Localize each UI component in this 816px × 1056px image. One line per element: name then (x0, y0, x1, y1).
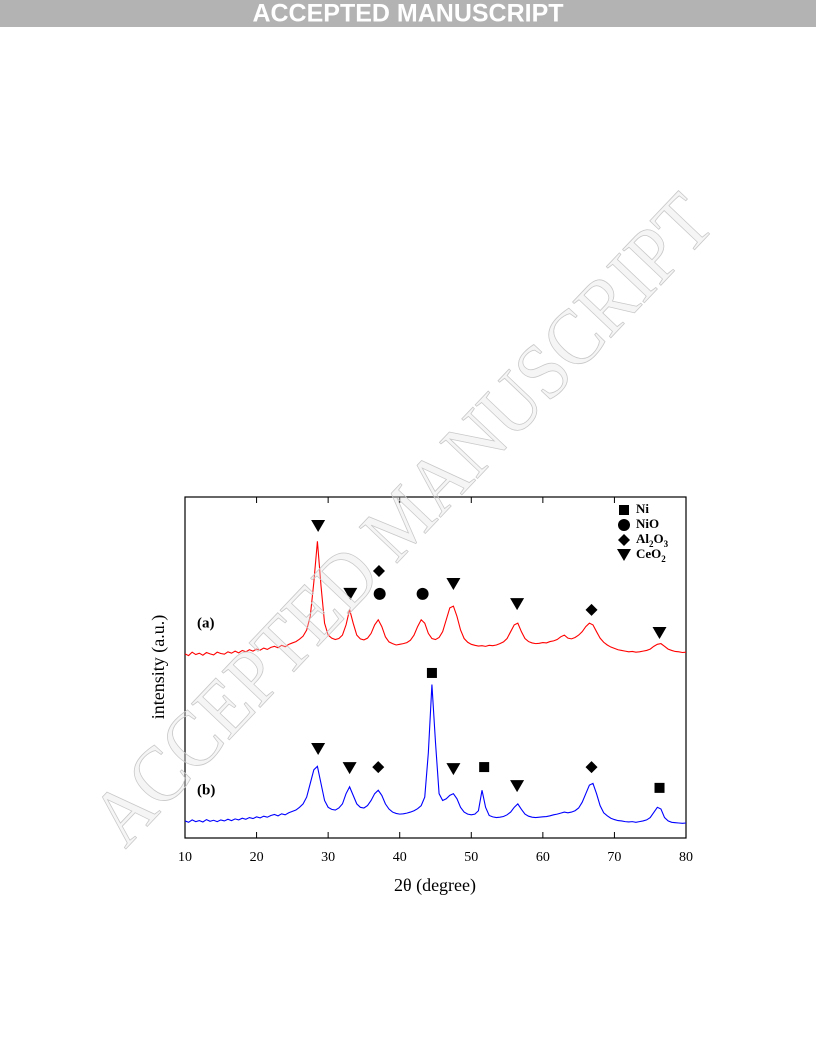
marker-triangle-down (652, 627, 667, 640)
y-axis-label: intensity (a.u.) (148, 615, 169, 719)
marker-triangle-down (343, 587, 358, 600)
legend-label: CeO2 (636, 546, 666, 564)
legend-symbol (619, 505, 629, 515)
x-tick-label: 50 (464, 850, 478, 865)
x-tick-label: 80 (679, 850, 693, 865)
marker-diamond (372, 564, 385, 577)
figure-bg (150, 488, 700, 900)
marker-triangle-down (311, 742, 326, 755)
x-tick-label: 60 (536, 850, 550, 865)
x-tick-label: 70 (607, 850, 621, 865)
series-label: (b) (197, 782, 215, 798)
marker-triangle-down (446, 577, 461, 590)
x-tick-label: 10 (178, 850, 192, 865)
x-tick-label: 40 (393, 850, 407, 865)
banner-text: ACCEPTED MANUSCRIPT (252, 0, 563, 28)
marker-square (479, 762, 490, 773)
marker-square (426, 667, 437, 678)
marker-triangle-down (342, 762, 357, 775)
marker-triangle-down (446, 763, 461, 776)
series-line (184, 684, 687, 824)
legend-label: NiO (636, 516, 659, 531)
x-tick-label: 20 (250, 850, 264, 865)
marker-triangle-down (510, 598, 525, 611)
series-line (184, 541, 687, 657)
marker-triangle-down (311, 519, 326, 532)
marker-square (654, 782, 665, 793)
marker-diamond (585, 603, 598, 616)
legend-symbol (618, 534, 630, 546)
series-label: (a) (197, 615, 215, 631)
marker-circle (416, 587, 429, 600)
marker-diamond (372, 761, 385, 774)
x-tick-label: 30 (321, 850, 335, 865)
x-axis-label: 2θ (degree) (394, 875, 476, 896)
banner-bar (0, 0, 816, 27)
legend-label: Al2O3 (636, 531, 669, 549)
marker-diamond (585, 761, 598, 774)
marker-circle (373, 587, 386, 600)
legend-symbol (618, 519, 630, 531)
legend-label: Ni (636, 501, 649, 516)
marker-triangle-down (510, 780, 525, 793)
plot-frame (184, 496, 687, 839)
legend-symbol (617, 549, 631, 561)
